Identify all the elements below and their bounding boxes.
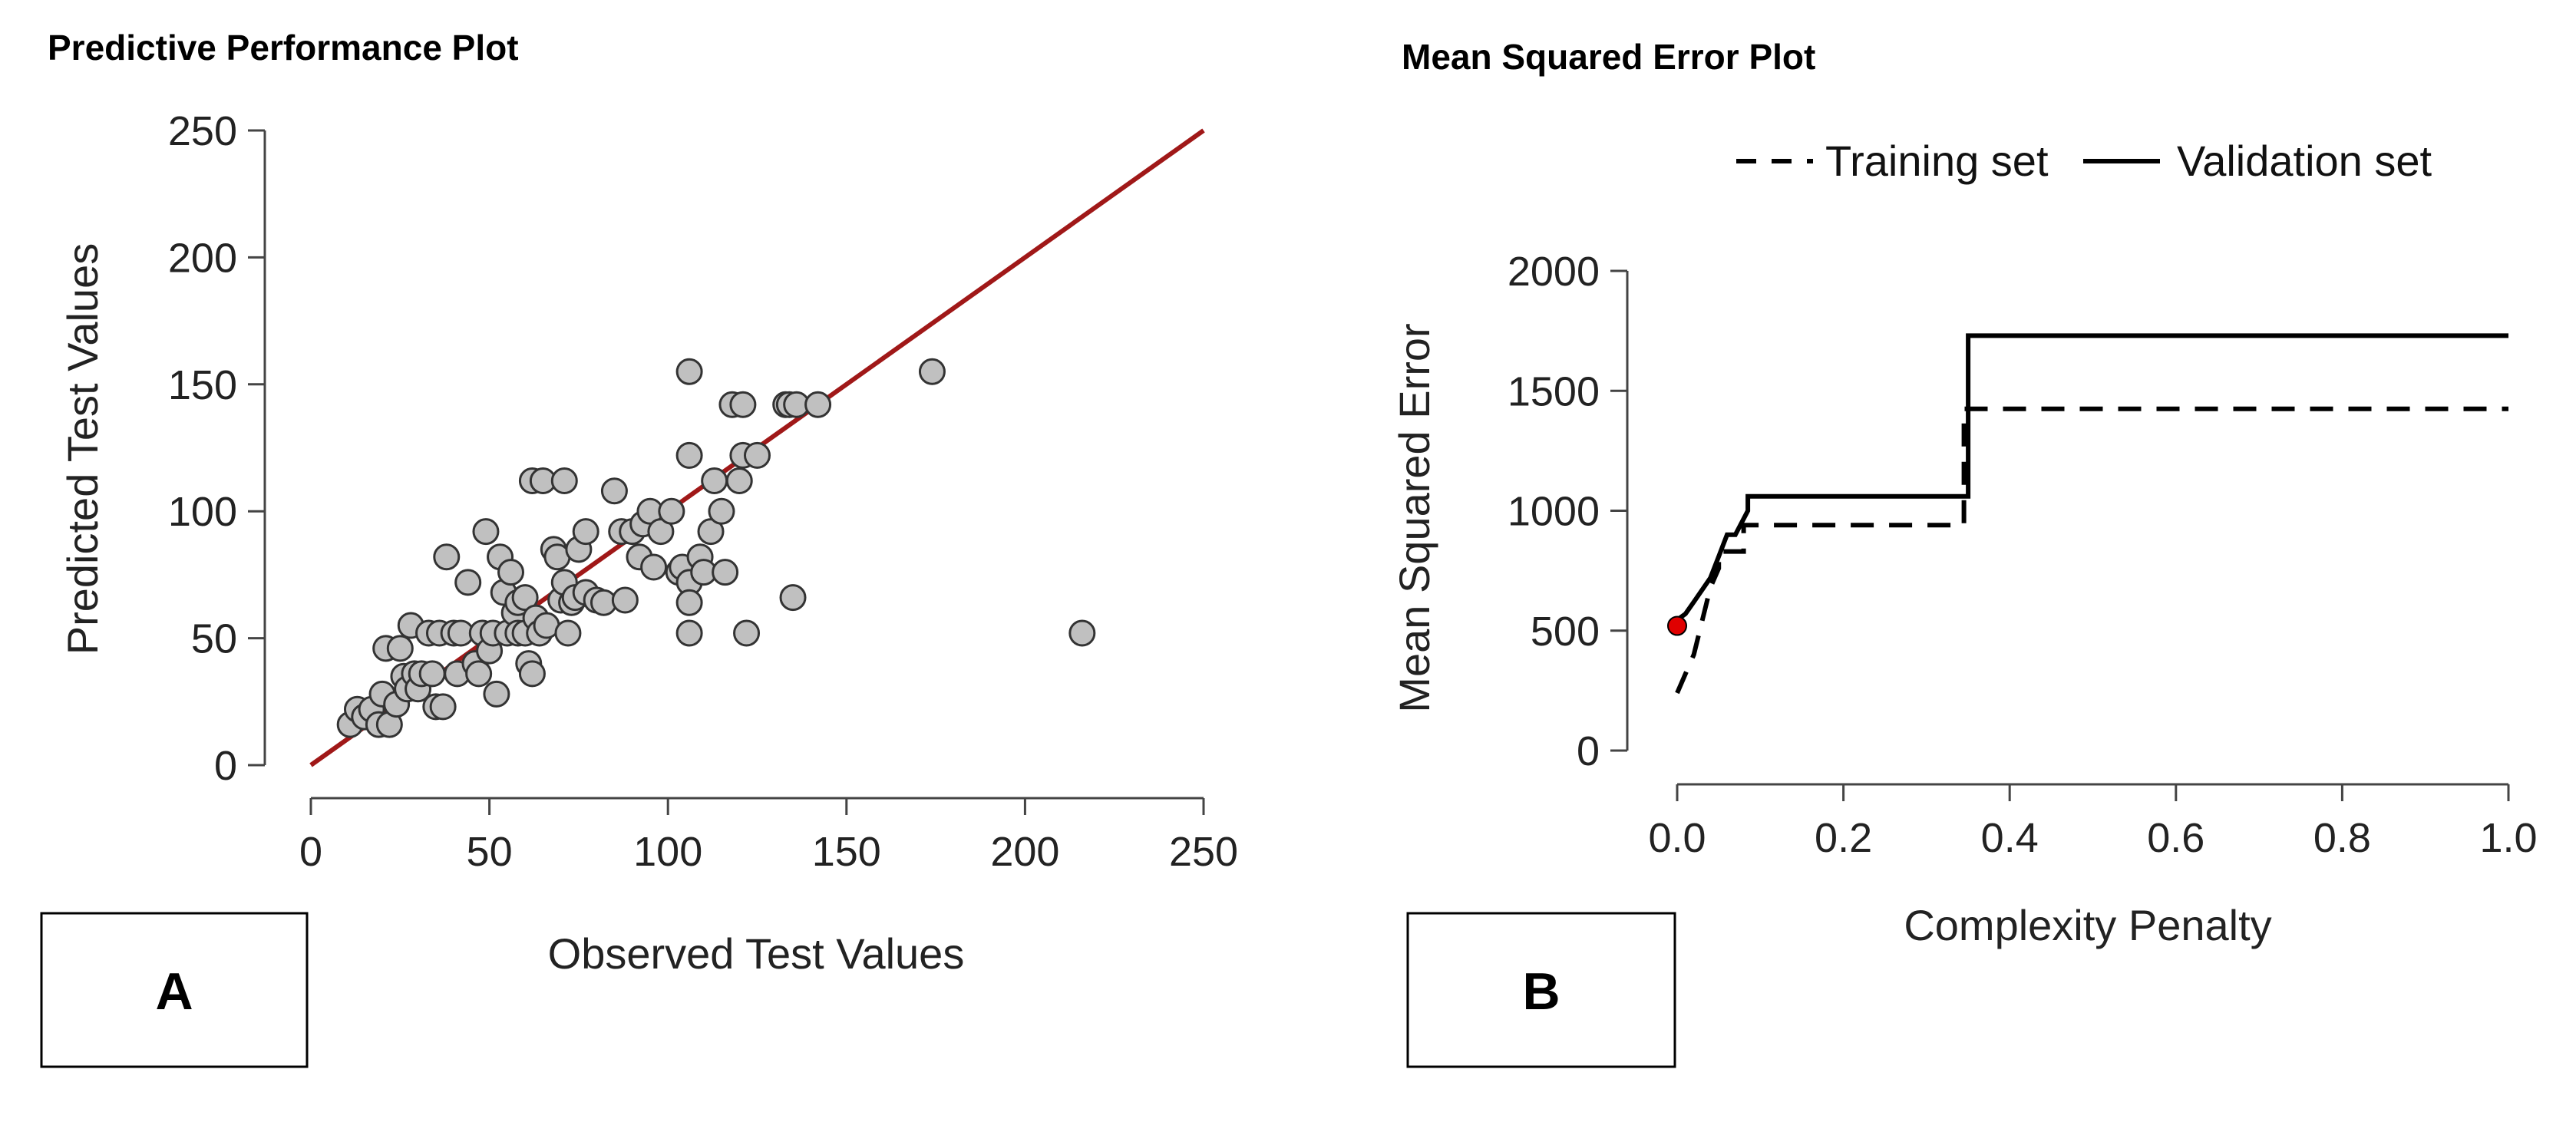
- legend-training-label: Training set: [1825, 137, 2049, 185]
- validation-set-line: [1676, 333, 2508, 622]
- panel-b-y-tick-label: 1000: [1508, 489, 1600, 535]
- panel-b-x-tick-label: 0.8: [2313, 815, 2371, 861]
- optimal-penalty-point: [1667, 615, 1687, 636]
- scatter-point: [433, 543, 461, 571]
- scatter-point: [465, 660, 493, 688]
- scatter-point: [418, 660, 446, 688]
- scatter-point: [675, 589, 703, 616]
- panel-a-y-tick-label: 0: [214, 743, 237, 789]
- scatter-point: [600, 477, 628, 505]
- scatter-point: [454, 569, 482, 596]
- panel-b-y-axis-label: Mean Squared Error: [1390, 323, 1438, 712]
- panel-b-label-box: [1406, 912, 1676, 1068]
- scatter-point: [429, 693, 457, 721]
- scatter-point: [675, 358, 703, 385]
- panel-a-y-tick-label: 150: [168, 362, 237, 408]
- panel-a-axes: 0 50 100 150 200 250 0 50 100 150 200 250: [168, 108, 1238, 875]
- panel-b-x-tick-label: 0.4: [1981, 815, 2039, 861]
- legend-validation-label: Validation set: [2177, 137, 2432, 185]
- panel-b-y-tick-label: 1500: [1508, 368, 1600, 414]
- panel-a-title: Predictive Performance Plot: [48, 28, 519, 68]
- scatter-point: [1068, 619, 1096, 647]
- panel-a-x-tick-label: 150: [812, 829, 881, 875]
- scatter-point: [708, 497, 735, 525]
- panel-a-x-tick-label: 250: [1169, 829, 1238, 875]
- panel-b-y-tick-label: 500: [1531, 609, 1600, 655]
- scatter-point: [550, 467, 578, 495]
- scatter-point: [729, 391, 757, 418]
- scatter-point: [712, 559, 739, 586]
- panel-a-x-tick-label: 0: [299, 829, 322, 875]
- scatter-point: [572, 518, 599, 546]
- panel-a-y-tick-label: 100: [168, 489, 237, 535]
- scatter-point: [497, 559, 525, 586]
- panel-b-mean-squared-error: Mean Squared Error Plot Training set Val…: [1390, 37, 2538, 1068]
- panel-a-predictive-performance: Predictive Performance Plot 0 50 100 150 200…: [40, 28, 1238, 1068]
- scatter-point: [701, 467, 728, 495]
- panel-a-y-tick-label: 50: [191, 616, 237, 662]
- scatter-point: [554, 619, 582, 647]
- panel-b-letter: B: [1522, 962, 1560, 1021]
- panel-b-axes: 0 500 1000 1500 2000 0.0 0.2 0.4 0.6 0.8 1.0: [1508, 249, 2538, 861]
- scatter-point: [472, 518, 500, 546]
- training-set-line: [1675, 406, 2508, 695]
- scatter-point: [658, 497, 685, 525]
- panel-a-label-box: [40, 912, 309, 1068]
- panel-b-x-tick-label: 1.0: [2479, 815, 2537, 861]
- panel-b-x-axis-label: Complexity Penalty: [1904, 901, 2271, 949]
- scatter-point: [386, 635, 414, 662]
- panel-a-y-axis-label: Predicted Test Values: [58, 243, 107, 655]
- panel-a-points: [336, 358, 1096, 738]
- panel-a-x-tick-label: 100: [633, 829, 702, 875]
- scatter-point: [675, 441, 703, 469]
- panel-a-y-tick-label: 200: [168, 235, 237, 281]
- panel-b-x-tick-label: 0.0: [1648, 815, 1706, 861]
- panel-a-y-tick-label: 250: [168, 108, 237, 154]
- panel-a-x-tick-label: 200: [990, 829, 1059, 875]
- scatter-point: [733, 619, 761, 647]
- panel-b-legend: Training set Validation set: [1736, 137, 2432, 185]
- scatter-point: [518, 660, 546, 688]
- scatter-point: [483, 680, 510, 708]
- panel-b-title: Mean Squared Error Plot: [1402, 37, 1815, 77]
- scatter-point: [804, 391, 832, 418]
- panel-b-y-tick-label: 2000: [1508, 249, 1600, 295]
- panel-b-x-tick-label: 0.6: [2147, 815, 2204, 861]
- scatter-point: [675, 619, 703, 647]
- scatter-point: [640, 553, 668, 581]
- scatter-point: [725, 467, 753, 495]
- panel-a-x-axis-label: Observed Test Values: [548, 929, 965, 978]
- scatter-point: [918, 358, 946, 385]
- panel-b-x-tick-label: 0.2: [1815, 815, 1872, 861]
- panel-b-series: [1667, 333, 2508, 695]
- panel-b-y-tick-label: 0: [1577, 728, 1600, 774]
- scatter-point: [779, 584, 807, 612]
- scatter-point: [744, 441, 771, 469]
- panel-a-x-tick-label: 50: [467, 829, 513, 875]
- panel-a-letter: A: [155, 962, 193, 1021]
- scatter-point: [611, 586, 639, 614]
